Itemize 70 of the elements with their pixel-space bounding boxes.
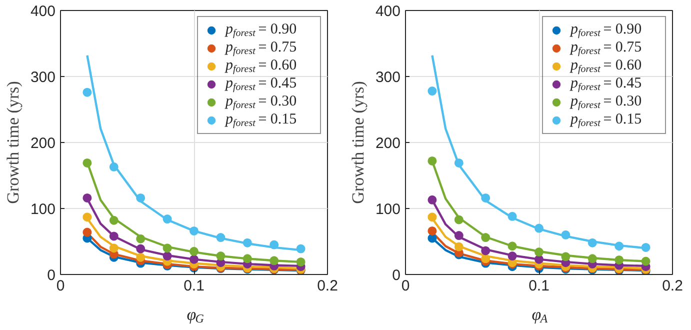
point [109,232,118,241]
point [508,252,517,261]
y-axis-title: Growth time (yrs) [348,81,368,204]
point [588,254,597,264]
y-tick-label: 300 [30,69,56,86]
point [242,238,252,248]
point [561,230,570,240]
point [82,193,92,202]
point [162,252,172,261]
y-tick-label: 100 [375,201,401,218]
point [508,242,517,251]
point [242,254,252,264]
point [136,244,146,254]
point [481,193,490,202]
x-tick-label: 0.1 [184,278,204,294]
point [82,88,92,97]
point [534,248,544,257]
point [454,158,464,168]
point [454,215,464,224]
point [588,238,597,248]
y-tick-label: 200 [30,135,56,152]
y-tick-label: 0 [392,267,400,284]
point [296,257,306,266]
point [109,244,118,253]
point [454,231,464,240]
point [109,216,118,225]
point [481,233,490,242]
point [534,254,544,264]
y-tick-label: 400 [30,3,56,20]
point [109,162,118,172]
point [428,226,437,236]
point [216,233,226,242]
point [561,252,570,262]
point [428,195,437,204]
y-tick-label: 100 [30,201,56,218]
point [481,254,490,264]
point [534,224,544,233]
point [454,242,464,252]
point [216,252,226,261]
point [136,234,146,244]
point [614,242,624,251]
y-tick-label: 0 [47,267,56,284]
y-tick-label: 300 [375,69,401,86]
y-tick-label: 200 [375,135,401,152]
point [270,256,279,266]
point [190,246,198,256]
point [481,246,490,256]
x-tick-label: 0.2 [317,278,338,294]
point [190,254,198,264]
point [162,244,172,253]
point [296,244,306,254]
point [641,242,650,252]
point [428,86,437,96]
point [190,226,198,236]
y-tick-label: 400 [375,3,401,20]
point [82,158,92,168]
point [162,214,172,224]
point [82,212,92,222]
point [82,228,92,237]
point [428,212,437,222]
point [428,156,437,166]
x-tick-label: 0.1 [528,278,550,294]
point [136,193,146,202]
point [136,252,146,262]
y-axis-title: Growth time (yrs) [3,81,22,204]
point [270,240,279,250]
x-tick-label: 0.2 [662,278,683,294]
point [508,212,517,221]
point [614,255,624,264]
point [641,256,650,266]
